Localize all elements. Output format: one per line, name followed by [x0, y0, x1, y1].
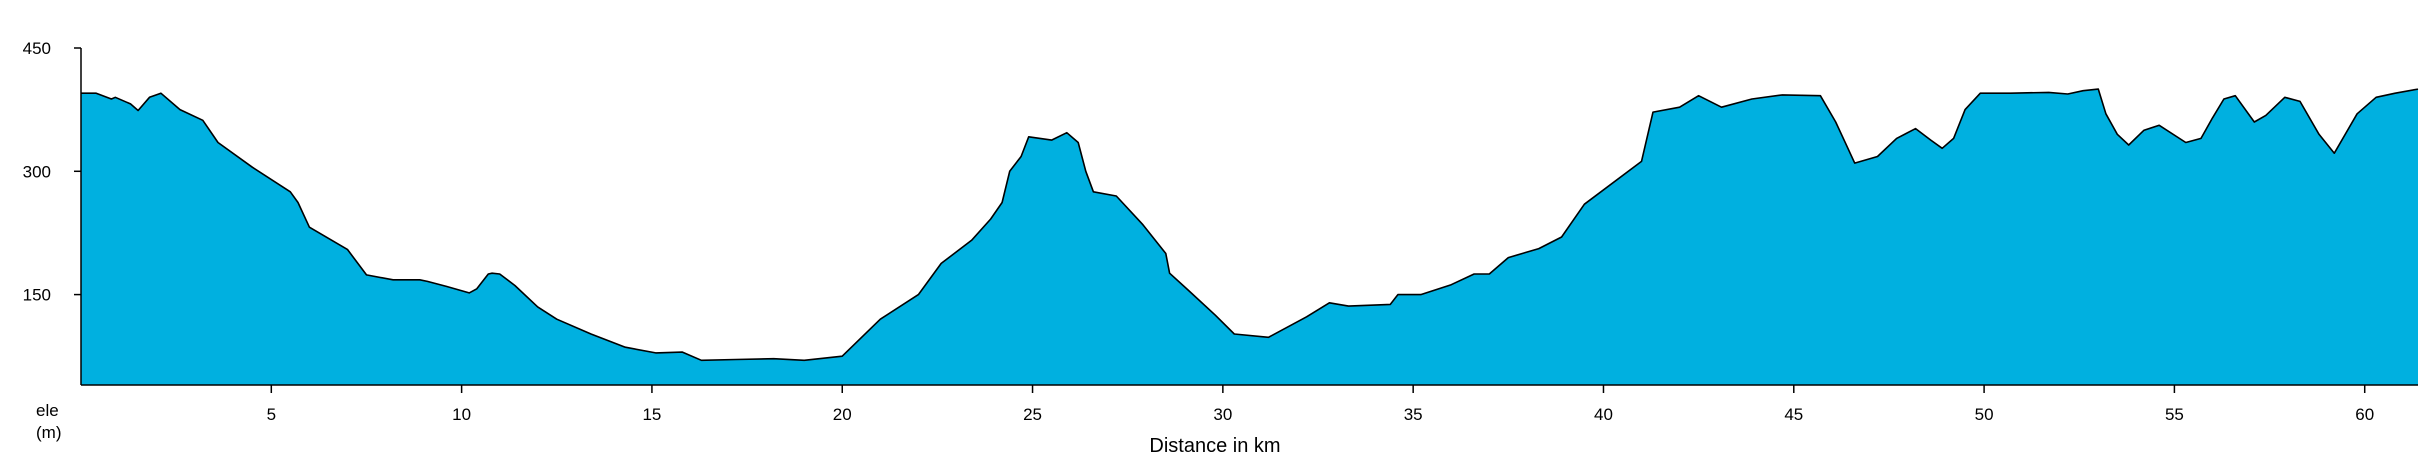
axes: 150 300 450 5 10 15 20 25 30 35 40 45 50 55 60 — [23, 39, 2418, 424]
x-tick-label: 15 — [642, 405, 661, 424]
y-tick-label: 300 — [23, 162, 51, 181]
x-tick-label: 35 — [1404, 405, 1423, 424]
elevation-area — [81, 89, 2418, 385]
x-tick-label: 30 — [1213, 405, 1232, 424]
y-axis-unit: (m) — [36, 423, 61, 442]
x-tick-label: 55 — [2165, 405, 2184, 424]
plot-area — [81, 88, 2419, 385]
x-tick-label: 10 — [452, 405, 471, 424]
x-tick-label: 5 — [267, 405, 276, 424]
y-axis-label: ele — [36, 401, 59, 420]
x-tick-label: 60 — [2355, 405, 2374, 424]
x-tick-label: 40 — [1594, 405, 1613, 424]
elevation-line — [81, 88, 2419, 362]
x-tick-label: 45 — [1784, 405, 1803, 424]
y-tick-label: 150 — [23, 286, 51, 305]
x-axis-title: Distance in km — [1149, 435, 1280, 457]
x-tick-label: 20 — [833, 405, 852, 424]
x-tick-label: 25 — [1023, 405, 1042, 424]
x-tick-label: 50 — [1975, 405, 1994, 424]
y-tick-label: 450 — [23, 39, 51, 58]
